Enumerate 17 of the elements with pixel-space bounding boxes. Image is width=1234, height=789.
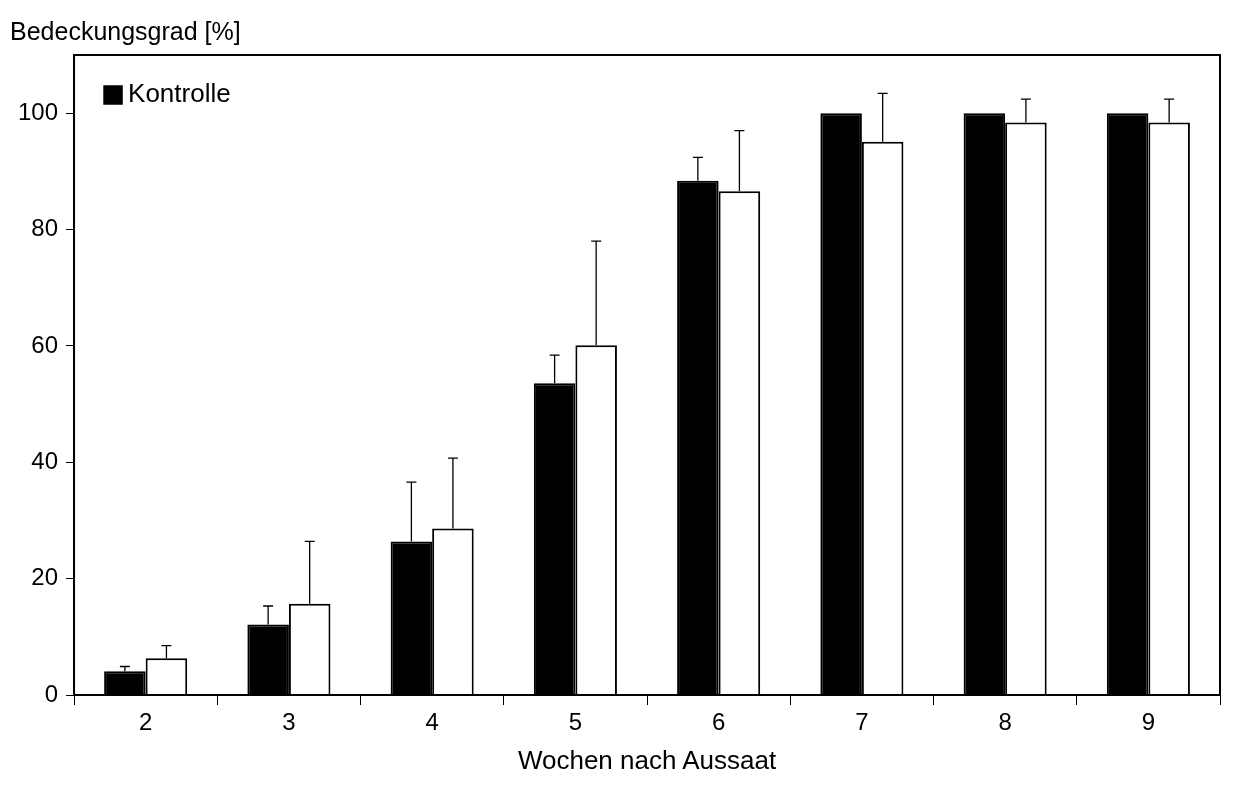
x-axis-title: Wochen nach Aussaat <box>517 744 777 775</box>
legend-label: Kontrolle <box>128 78 231 109</box>
x-tick-label: 3 <box>282 708 296 736</box>
x-tick-label: 7 <box>855 708 869 736</box>
y-tick-label: 80 <box>31 214 59 242</box>
x-tick-label: 2 <box>138 708 153 736</box>
y-tick-label: 60 <box>31 330 59 358</box>
y-axis-title: Bedeckungsgrad [%] <box>10 16 241 45</box>
x-tick-label: 4 <box>425 708 439 736</box>
x-tick-label: 8 <box>998 708 1012 736</box>
x-tick-label: 6 <box>711 708 726 736</box>
y-tick-label: 100 <box>18 97 59 125</box>
y-tick-label: 0 <box>44 679 59 707</box>
y-tick-label: 20 <box>31 563 59 591</box>
x-tick-label: 9 <box>1141 708 1156 736</box>
y-tick-label: 40 <box>31 446 59 474</box>
x-tick-label: 5 <box>568 708 583 736</box>
